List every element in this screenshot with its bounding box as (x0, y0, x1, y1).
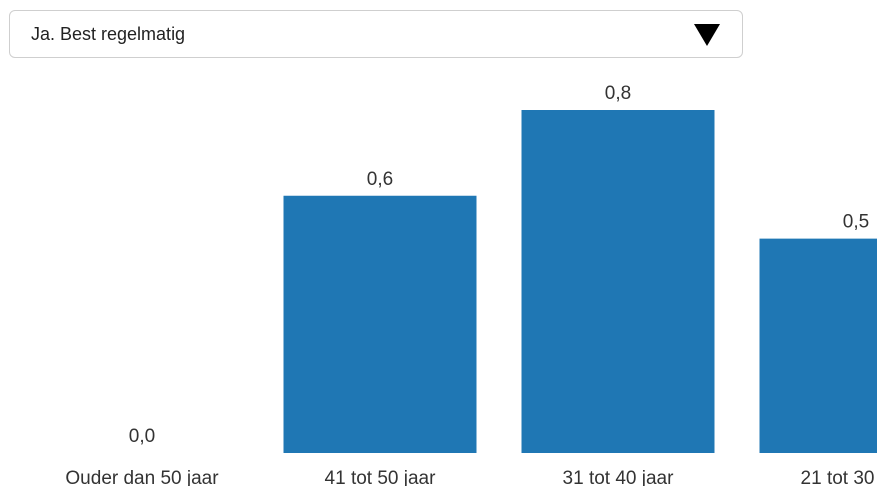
value-label: 0,8 (605, 83, 631, 104)
bar (283, 195, 477, 453)
dropdown[interactable]: Ja. Best regelmatig (9, 10, 743, 58)
value-label: 0,0 (129, 426, 155, 447)
dropdown-arrow (694, 24, 720, 46)
value-label: 0,5 (843, 212, 869, 233)
category-label: 21 tot 30 jaar (801, 468, 877, 486)
dropdown-selected: Ja. Best regelmatig (31, 24, 186, 44)
category-label: 31 tot 40 jaar (563, 468, 675, 486)
value-label: 0,6 (367, 169, 393, 190)
category-label: 41 tot 50 jaar (325, 468, 437, 486)
category-label: Ouder dan 50 jaar (65, 468, 219, 486)
bar (759, 238, 877, 453)
bar (521, 110, 715, 453)
